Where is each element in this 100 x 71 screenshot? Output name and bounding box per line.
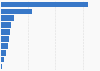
Bar xyxy=(1,2,88,7)
Bar xyxy=(1,9,32,14)
Bar xyxy=(1,64,2,69)
Bar xyxy=(1,43,8,49)
Bar xyxy=(1,36,9,42)
Bar xyxy=(1,15,14,21)
Bar xyxy=(1,29,10,35)
Bar xyxy=(1,57,4,62)
Bar xyxy=(1,22,11,28)
Bar xyxy=(1,50,6,56)
